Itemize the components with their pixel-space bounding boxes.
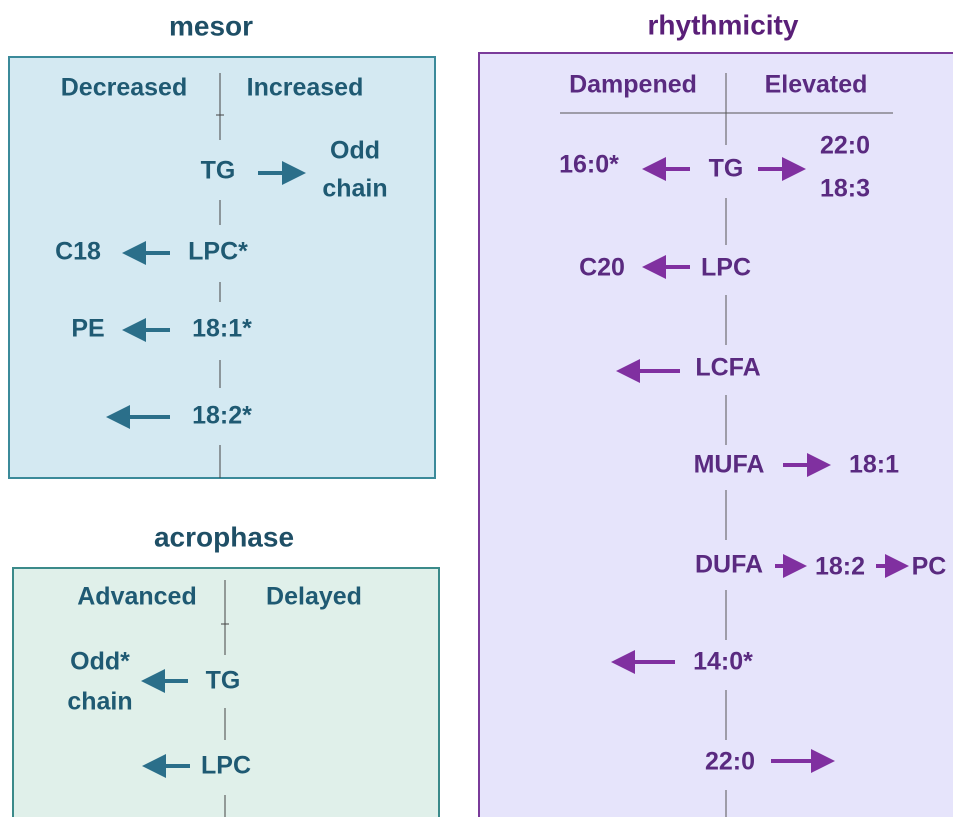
column-label: Elevated <box>765 71 868 99</box>
node: chain <box>322 175 387 203</box>
node: LPC <box>701 254 751 282</box>
node: 16:0* <box>559 151 619 179</box>
node: TG <box>201 157 236 185</box>
node: PC <box>912 553 947 581</box>
node: TG <box>709 155 744 183</box>
node: PE <box>71 315 104 343</box>
acrophase-box <box>12 567 440 817</box>
node: Odd* <box>70 648 130 676</box>
column-label: Delayed <box>266 583 362 611</box>
node: 22:0 <box>820 132 870 160</box>
column-label: Decreased <box>61 74 187 102</box>
node: 18:1* <box>192 315 252 343</box>
node: TG <box>206 667 241 695</box>
node: C18 <box>55 238 101 266</box>
node: DUFA <box>695 551 763 579</box>
node: Odd <box>330 137 380 165</box>
node: 18:2* <box>192 402 252 430</box>
node: 18:3 <box>820 175 870 203</box>
column-label: Dampened <box>569 71 697 99</box>
node: LPC* <box>188 238 248 266</box>
node: LPC <box>201 752 251 780</box>
node: LCFA <box>695 354 760 382</box>
panel-title: rhythmicity <box>648 9 799 40</box>
column-label: Increased <box>247 74 364 102</box>
node: MUFA <box>694 451 765 479</box>
panel-title: mesor <box>169 10 253 41</box>
node: 14:0* <box>693 648 753 676</box>
node: chain <box>67 688 132 716</box>
node: 18:1 <box>849 451 899 479</box>
mesor-box <box>8 56 436 479</box>
node: 18:2 <box>815 553 865 581</box>
node: 22:0 <box>705 748 755 776</box>
column-label: Advanced <box>77 583 196 611</box>
content: mesor Decreased Increased TG Odd chain C18 LPC*… <box>55 9 946 817</box>
panel-title: acrophase <box>154 521 294 552</box>
node: C20 <box>579 254 625 282</box>
rhythmicity-box <box>478 52 953 817</box>
